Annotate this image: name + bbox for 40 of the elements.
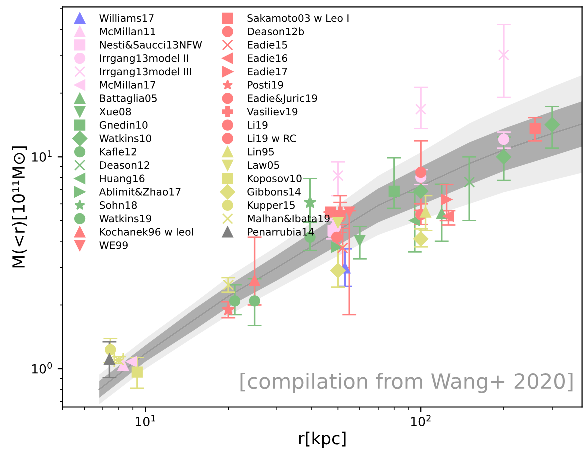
- legend-label: Deason12: [100, 161, 150, 170]
- y-tick-label: 10$^{0}$: [32, 362, 52, 374]
- legend-label: Li19: [248, 121, 268, 130]
- legend-label: Irrgang13model III: [100, 68, 192, 78]
- legend-label: WE99: [100, 242, 128, 250]
- legend-label: Watkins19: [100, 214, 152, 223]
- legend-label: McMillan17: [100, 81, 156, 89]
- legend-label: Kupper15: [248, 202, 295, 212]
- annotation: [compilation from Wang+ 2020]: [240, 373, 573, 394]
- legend-label: Eadie17: [248, 68, 288, 76]
- legend-label: Koposov10: [248, 174, 302, 184]
- legend-label: Williams17: [100, 14, 154, 22]
- y-axis-title: M(<r)[10¹¹M⊙]: [12, 146, 28, 268]
- legend-label: Posti19: [248, 81, 284, 89]
- legend-label: Huang16: [100, 174, 145, 184]
- legend-label: Gnedin10: [100, 121, 148, 130]
- legend-label: Sohn18: [100, 201, 138, 210]
- legend-label: Gibbons14: [248, 188, 301, 196]
- legend-label: Sakamoto03 w Leo I: [248, 14, 349, 22]
- legend-label: Eadie15: [248, 41, 288, 49]
- legend-label: Deason12b: [248, 28, 304, 36]
- legend-label: Malhan&Ibata19: [248, 214, 330, 223]
- legend-label: Li19 w RC: [248, 134, 296, 142]
- legend-label: Kochanek96 w leoI: [100, 228, 194, 236]
- legend-label: Watkins10: [100, 134, 152, 142]
- legend-label: Eadie&Juric19: [248, 94, 318, 104]
- legend-label: Eadie16: [248, 54, 288, 62]
- legend-label: Vasiliev19: [247, 108, 298, 116]
- legend-label: Law05: [248, 161, 280, 170]
- legend-label: Xue08: [100, 108, 132, 116]
- legend-label: Battaglia05: [100, 94, 157, 104]
- legend-label: Lin95: [248, 148, 274, 156]
- legend-label: Irrgang13model II: [100, 54, 188, 64]
- legend-label: Ablimit&Zhao17: [99, 188, 181, 196]
- legend-label: McMillan11: [100, 28, 156, 36]
- x-axis-title: r[kpc]: [299, 432, 346, 448]
- legend-label: Penarrubia14: [248, 228, 314, 236]
- x-tick-label: 10$^{2}$: [411, 415, 431, 427]
- legend-label: Kafle12: [100, 148, 137, 156]
- legend-label: Nesti&Saucci13NFW: [100, 41, 202, 49]
